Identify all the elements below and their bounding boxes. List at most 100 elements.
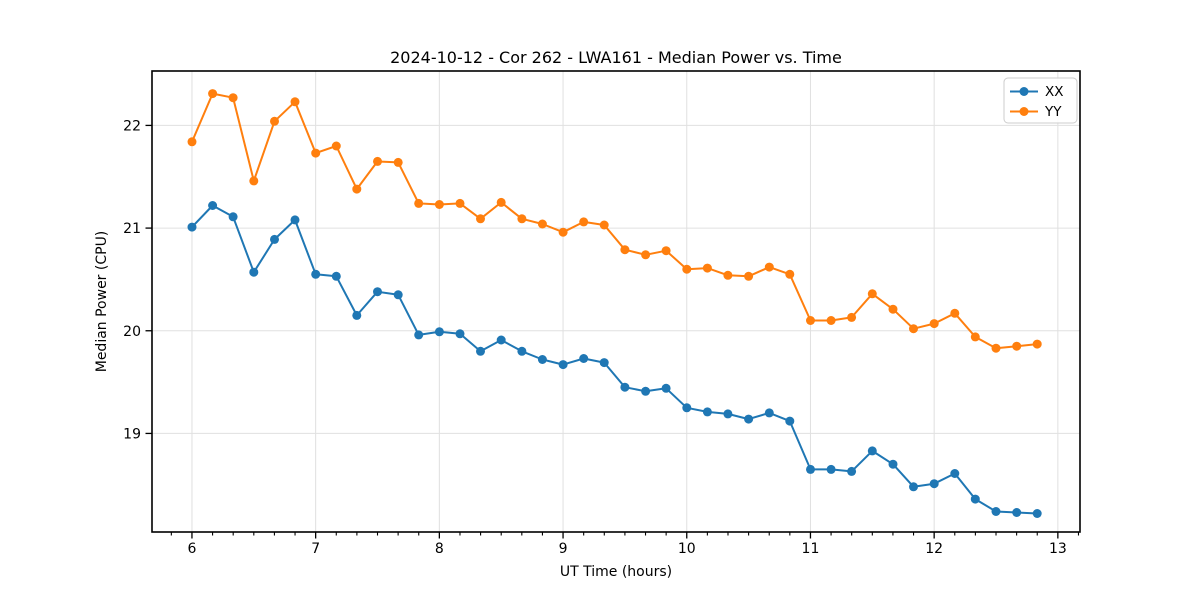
data-point <box>1032 509 1042 518</box>
data-point <box>208 89 218 99</box>
data-point <box>991 343 1001 353</box>
data-point <box>702 263 712 273</box>
data-point <box>744 414 754 424</box>
data-point <box>579 354 589 363</box>
data-point <box>373 287 382 297</box>
data-point <box>517 214 527 224</box>
data-point <box>311 148 321 158</box>
data-point <box>867 289 877 299</box>
data-point <box>393 157 403 167</box>
data-point <box>723 270 733 280</box>
data-point <box>888 459 898 469</box>
data-point <box>290 215 300 225</box>
axis-tick-labels: 6 7 8 9 10 11 12 13 19 20 21 22 <box>123 118 1067 557</box>
legend-label: YY <box>1044 104 1062 120</box>
data-point <box>331 141 341 151</box>
data-point <box>991 507 1001 516</box>
series-yy-line <box>191 92 1039 350</box>
data-point <box>496 197 506 207</box>
legend: XX YY <box>1003 77 1078 124</box>
data-point <box>476 346 485 356</box>
data-point <box>599 220 609 230</box>
y-tick-label: 21 <box>123 221 141 237</box>
axis-ticks <box>145 124 1080 539</box>
data-point <box>496 335 506 345</box>
data-point <box>558 227 568 237</box>
data-point <box>414 330 424 340</box>
data-point <box>909 324 918 334</box>
series-yy-markers <box>187 89 1042 353</box>
data-point <box>641 386 651 396</box>
data-point <box>373 156 382 166</box>
data-point <box>517 346 527 356</box>
data-point <box>909 482 918 492</box>
data-point <box>249 176 259 186</box>
data-point <box>929 479 939 489</box>
data-point <box>352 184 362 194</box>
data-point <box>620 245 630 255</box>
data-point <box>537 355 547 364</box>
data-point <box>702 407 712 417</box>
data-point <box>682 264 692 274</box>
data-point <box>187 222 197 232</box>
plot-border <box>151 70 1081 533</box>
legend-marker <box>1019 87 1029 96</box>
data-point <box>764 408 774 418</box>
data-point <box>270 116 279 126</box>
data-point <box>826 464 836 474</box>
y-tick-label: 22 <box>123 118 141 134</box>
data-point <box>847 312 857 322</box>
data-point <box>806 316 815 325</box>
data-point <box>352 310 362 320</box>
data-point <box>682 403 692 413</box>
chart-title: 2024-10-12 - Cor 262 - LWA161 - Median P… <box>390 48 842 67</box>
data-point <box>929 319 939 329</box>
data-point <box>414 198 424 208</box>
x-tick-label: 8 <box>435 541 444 557</box>
data-point <box>208 201 218 210</box>
data-point <box>826 316 836 325</box>
legend-box <box>1003 77 1078 124</box>
data-point <box>744 271 754 281</box>
data-point <box>599 358 609 368</box>
data-point <box>476 214 485 224</box>
data-point <box>661 383 671 393</box>
data-point <box>661 246 671 256</box>
data-point <box>641 250 651 260</box>
data-point <box>950 469 960 478</box>
data-point <box>785 269 795 279</box>
data-point <box>290 97 300 107</box>
legend-marker <box>1019 107 1029 116</box>
data-point <box>764 262 774 272</box>
data-point <box>558 360 568 370</box>
data-point <box>1032 339 1042 349</box>
data-point <box>311 269 321 279</box>
data-point <box>620 382 630 392</box>
data-point <box>434 327 444 337</box>
data-point <box>187 137 197 147</box>
x-tick-label: 13 <box>1049 541 1067 557</box>
data-point <box>455 329 465 339</box>
data-point <box>1012 508 1022 517</box>
data-point <box>270 234 279 244</box>
grid-lines <box>152 71 1080 532</box>
data-point <box>806 464 815 474</box>
x-tick-label: 6 <box>187 541 196 557</box>
series-xx-markers <box>187 201 1042 518</box>
y-tick-label: 20 <box>123 324 141 340</box>
data-point <box>249 267 259 277</box>
y-axis-label: Median Power (CPU) <box>94 231 110 373</box>
x-tick-label: 7 <box>311 541 320 557</box>
data-point <box>970 494 980 504</box>
legend-item-xx: XX <box>1010 84 1064 100</box>
data-point <box>434 200 444 209</box>
legend-item-yy: YY <box>1010 104 1062 120</box>
data-point <box>228 93 238 103</box>
x-tick-label: 11 <box>802 541 820 557</box>
data-point <box>867 446 877 456</box>
data-point <box>537 219 547 229</box>
data-point <box>393 290 403 300</box>
series-xx-line <box>191 204 1039 515</box>
